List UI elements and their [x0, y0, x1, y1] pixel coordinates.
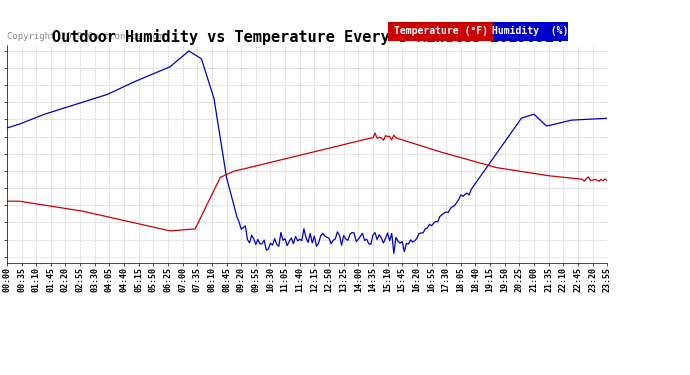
Title: Outdoor Humidity vs Temperature Every 5 Minutes 20190914: Outdoor Humidity vs Temperature Every 5 … — [52, 29, 562, 45]
Text: Copyright 2019 Cartronics.com: Copyright 2019 Cartronics.com — [7, 32, 163, 40]
Text: Temperature (°F): Temperature (°F) — [393, 26, 488, 36]
FancyBboxPatch shape — [493, 22, 568, 40]
Text: Humidity  (%): Humidity (%) — [493, 26, 569, 36]
FancyBboxPatch shape — [388, 22, 493, 40]
